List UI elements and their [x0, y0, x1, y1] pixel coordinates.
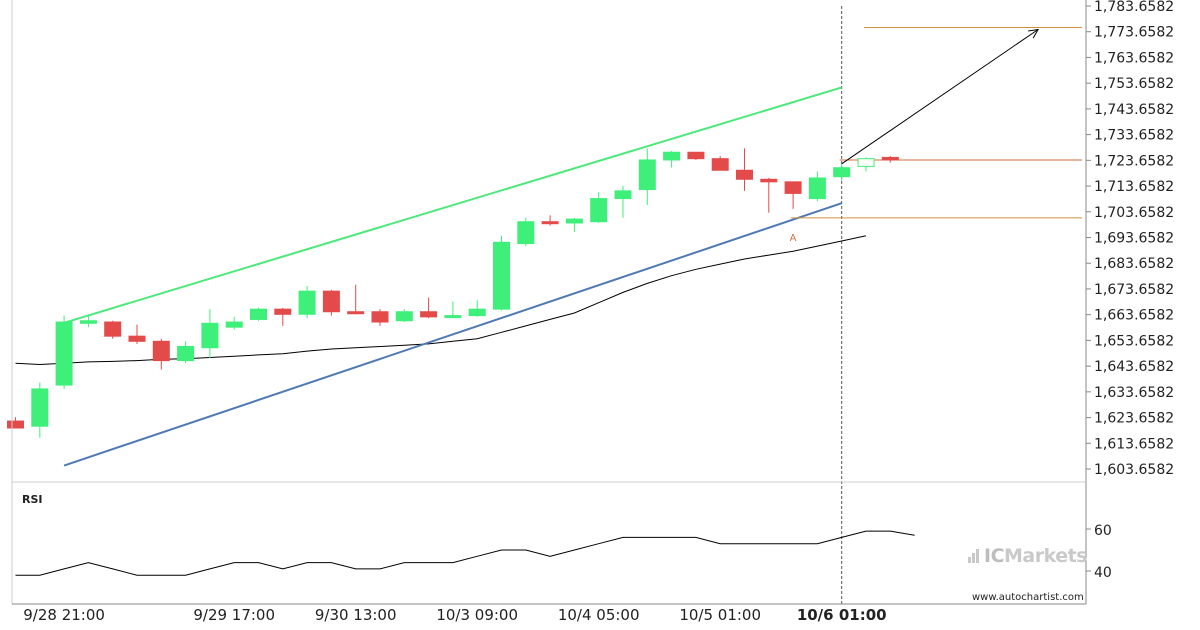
candle-body [784, 181, 802, 194]
y-tick-label: 1,733.6582 [1094, 128, 1174, 144]
forecast-arrow-line [841, 29, 1039, 165]
channel-upper-line [63, 86, 842, 324]
candle-body [760, 178, 778, 183]
candle-body [444, 315, 462, 319]
x-tick-label: 10/5 01:00 [679, 606, 761, 624]
candle-body [614, 190, 632, 200]
price-panel: A [7, 6, 1082, 604]
y-tick-label: 1,703.6582 [1094, 205, 1174, 221]
y-tick-label: 1,693.6582 [1094, 231, 1174, 247]
candle-body [420, 311, 438, 318]
forecast-arrow-head [1028, 28, 1040, 39]
y-tick-label: 1,753.6582 [1094, 76, 1174, 92]
candle-body [808, 177, 826, 200]
y-tick-label: 1,653.6582 [1094, 333, 1174, 349]
y-tick-label: 1,673.6582 [1094, 282, 1174, 298]
candle-body [177, 345, 195, 362]
y-tick-label: 1,603.6582 [1094, 462, 1174, 478]
candle-body [31, 388, 49, 427]
x-tick-label: 9/28 21:00 [23, 606, 105, 624]
candle-body [104, 321, 122, 337]
x-tick-label: 10/4 05:00 [558, 606, 640, 624]
candle-body [55, 321, 73, 386]
candle-body [590, 198, 608, 223]
x-tick-label: 9/30 13:00 [315, 606, 397, 624]
candle-body [833, 167, 851, 178]
x-tick-label: 10/6 01:00 [797, 606, 887, 624]
brand-name-ic: IC [984, 545, 1005, 567]
candle-body [687, 151, 705, 160]
brand-name-rest: Markets [1004, 545, 1088, 567]
candle-body [541, 221, 559, 225]
y-tick-label: 1,743.6582 [1094, 102, 1174, 118]
y-tick-label: 1,633.6582 [1094, 385, 1174, 401]
candle-body [201, 322, 219, 349]
candle-body [468, 308, 486, 317]
candle-body [663, 151, 681, 161]
candle-body [274, 308, 292, 315]
y-tick-label: 1,643.6582 [1094, 359, 1174, 375]
moving-average-line [15, 235, 867, 366]
axes: 1,783.6582 1,773.6582 1,763.6582 1,753.6582… [11, 0, 1174, 624]
y-tick-label: 1,683.6582 [1094, 256, 1174, 272]
candle-body [79, 320, 97, 324]
candle-body [857, 158, 875, 167]
y-tick-label: 1,723.6582 [1094, 153, 1174, 169]
candle-body [517, 221, 535, 245]
brand-logo-icon [968, 549, 981, 563]
candle-body [152, 340, 170, 362]
y-tick-label: 1,713.6582 [1094, 179, 1174, 195]
candle-body [711, 158, 729, 171]
rsi-tick-label: 40 [1094, 565, 1112, 581]
candle-body [565, 218, 583, 224]
candle-body [128, 335, 146, 342]
x-tick-label: 9/29 17:00 [193, 606, 275, 624]
candle-body [736, 169, 753, 180]
candle-body [347, 311, 365, 315]
y-tick-label: 1,773.6582 [1094, 25, 1174, 41]
y-tick-label: 1,623.6582 [1094, 411, 1174, 427]
candle-body [371, 311, 389, 323]
candle-body [250, 308, 267, 320]
candle-body [493, 241, 510, 310]
y-tick-label: 1,763.6582 [1094, 50, 1174, 66]
x-tick-label: 10/3 09:00 [436, 606, 518, 624]
candle-body [225, 321, 243, 328]
candle-body [638, 159, 656, 191]
rsi-panel [15, 530, 915, 576]
rsi-line [15, 530, 915, 576]
source-url: www.autochartist.com [972, 592, 1084, 603]
y-tick-label: 1,783.6582 [1094, 0, 1174, 15]
candle-body [322, 290, 340, 313]
y-tick-label: 1,613.6582 [1094, 436, 1174, 452]
rsi-tick-label: 60 [1094, 523, 1112, 539]
brand-logo: ICMarkets [984, 545, 1088, 567]
candle-body [298, 290, 316, 315]
rsi-label: RSI [22, 493, 43, 506]
y-tick-label: 1,663.6582 [1094, 308, 1174, 324]
point-label-a: A [790, 233, 797, 244]
candle-body [395, 311, 413, 322]
channel-lower-line [63, 202, 843, 467]
candle-body [881, 156, 899, 161]
candle-body [7, 420, 24, 429]
